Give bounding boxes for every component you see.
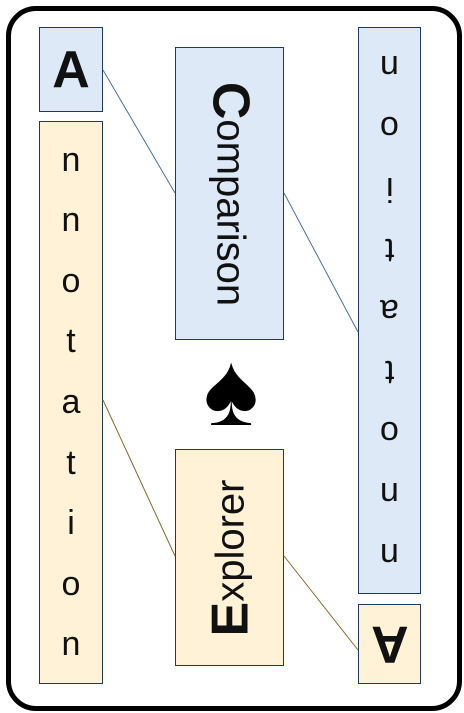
left-word-letter: a [61, 382, 81, 421]
left-word-letter: t [66, 322, 76, 361]
comparison-rest: omparison [209, 119, 253, 307]
right-word-letter: i [385, 170, 394, 208]
top-left-initial-box: A [39, 27, 103, 112]
right-word-letter: a [380, 292, 399, 330]
explorer-initial: E [201, 601, 260, 637]
left-word-letter: i [67, 504, 75, 543]
spade-suit-icon: ♠ [186, 332, 276, 448]
left-word-letter: n [61, 625, 81, 664]
left-word-letter: n [61, 201, 81, 240]
bottom-right-initial-box: A [358, 604, 421, 684]
right-word-letter: t [384, 353, 395, 391]
right-word-letter: n [380, 475, 399, 513]
explorer-rest: xplorer [208, 479, 252, 602]
right-word-letter: n [380, 48, 399, 86]
top-left-initial: A [52, 40, 90, 99]
bottom-right-initial: A [370, 615, 409, 673]
right-word-letter: o [380, 414, 399, 452]
spade-glyph: ♠ [203, 332, 259, 448]
comparison-initial: C [201, 81, 260, 120]
right-word-letter: t [384, 231, 395, 269]
left-word-letter: o [61, 564, 81, 603]
right-word-letter: o [380, 109, 399, 147]
right-word-letter: n [380, 536, 399, 574]
left-word-letter: t [66, 443, 76, 482]
left-word-letter: n [61, 140, 81, 179]
left-word-letter: o [61, 261, 81, 300]
